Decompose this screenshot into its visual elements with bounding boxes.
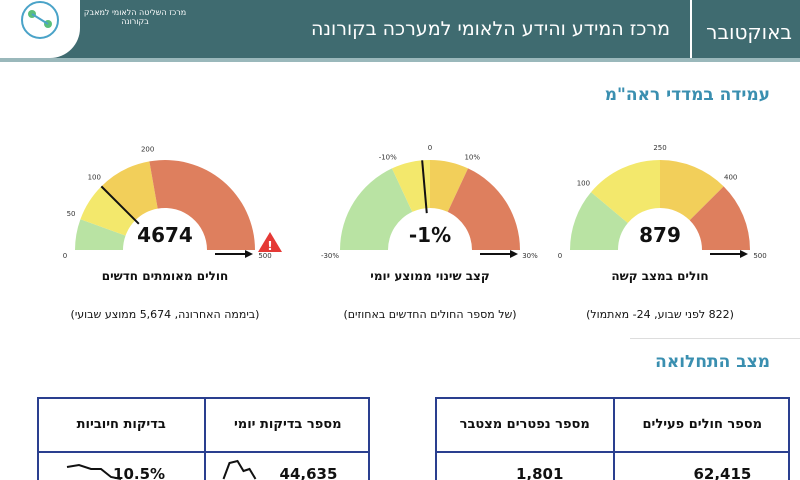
header-divider — [690, 0, 692, 58]
gauge-segment — [660, 160, 724, 221]
table-value: 44,635 — [279, 465, 338, 480]
divider — [630, 338, 800, 339]
gauge-value: 4674 — [137, 223, 193, 247]
gauge-arrowhead — [740, 250, 748, 258]
gauge-label: חולים מאומתים חדשים — [102, 269, 228, 283]
gauge-note: (822 לפני שבוע, 24- מאתמול) — [586, 308, 734, 321]
sparkline — [222, 459, 257, 480]
gauge-tick-label: 200 — [141, 146, 154, 154]
gauge-tick-label: 0 — [63, 252, 67, 260]
gauge-note: (ביממה האחרונה, 5,674 ממוצע שבועי) — [71, 308, 260, 321]
logo — [21, 1, 59, 39]
row-divider — [39, 451, 368, 453]
gauge-tick-label: -30% — [321, 252, 339, 260]
gauge-tick-label: 30% — [522, 252, 538, 260]
gauge-tick-label: -10% — [379, 153, 397, 161]
gauge-tick-label: 250 — [653, 144, 666, 152]
header-subtitle: מרכז המידע והידע הלאומי למערכה בקורונה — [311, 18, 670, 40]
gauge-label: קצב שינוי ממוצע יומי — [370, 269, 489, 283]
gauge-needle — [421, 160, 428, 214]
gauge-segment — [391, 160, 430, 212]
table-header: בדיקות חיוביות — [76, 417, 166, 432]
row-divider — [437, 451, 788, 453]
cell-divider — [612, 399, 615, 480]
table-value: 10.5% — [113, 465, 166, 480]
gauge-tick-label: 500 — [258, 252, 271, 260]
gauge-segment — [430, 160, 469, 212]
gauge-segment — [149, 160, 255, 250]
table-value: 62,415 — [693, 465, 752, 480]
gauge-segment — [80, 186, 136, 236]
gauge-label: חולים במצב קשה — [611, 269, 708, 283]
header-date: באוקטובר — [706, 20, 792, 44]
gauge-tick-label: 50 — [67, 210, 76, 218]
stat-table: מספר בדיקות יומי 44,635 בדיקות חיוביות 10.5… — [37, 397, 370, 480]
warning-mark: ! — [267, 239, 272, 253]
gauge-value: -1% — [409, 223, 451, 247]
gauge-needle — [100, 185, 140, 225]
header-bar — [0, 0, 800, 58]
gauge-segment — [340, 168, 413, 250]
gauge-tick-label: 0 — [558, 252, 562, 260]
gauge-note: (של מספר החולים החדשים באחוזים) — [343, 308, 516, 321]
gauge-arrowhead — [245, 250, 253, 258]
section-title: עמידה במדדי ראה"מ — [604, 85, 770, 105]
table-value: 1,801 — [515, 465, 564, 480]
header-rule — [0, 58, 800, 62]
gauge-segment — [447, 168, 520, 250]
gauge-segment — [689, 186, 750, 250]
gauge-tick-label: 400 — [724, 173, 737, 181]
table-header: מספר בדיקות יומי — [233, 417, 342, 432]
gauge-segment — [75, 219, 126, 250]
sparklines — [66, 459, 257, 480]
table-header: מספר חולים פעילים — [642, 417, 763, 432]
gauge-tick-label: 0 — [428, 144, 432, 152]
cell-divider — [203, 399, 206, 480]
gauge-tick-label: 100 — [577, 180, 590, 188]
logo-area — [0, 0, 80, 58]
stat-table: מספר חולים פעילים 62,415 מספר נפטרים מצטבר… — [435, 397, 790, 480]
gauge-arrowhead — [510, 250, 518, 258]
gauge-segment — [591, 160, 660, 224]
gauge-segment — [570, 192, 628, 250]
gauge-value: 879 — [639, 223, 681, 247]
gauge-segment — [101, 161, 158, 221]
section-title: מצב התחלואה — [655, 352, 770, 372]
gauge-tick-label: 100 — [88, 173, 101, 181]
warning-icon — [258, 232, 282, 252]
table-header: מספר נפטרים מצטבר — [459, 417, 590, 432]
gauge-tick-label: 500 — [753, 252, 766, 260]
gauge-tick-label: 10% — [464, 153, 480, 161]
sparkline — [66, 463, 122, 480]
logo-text: מרכז השליטה הלאומי למאבק בקורונה — [83, 8, 187, 26]
